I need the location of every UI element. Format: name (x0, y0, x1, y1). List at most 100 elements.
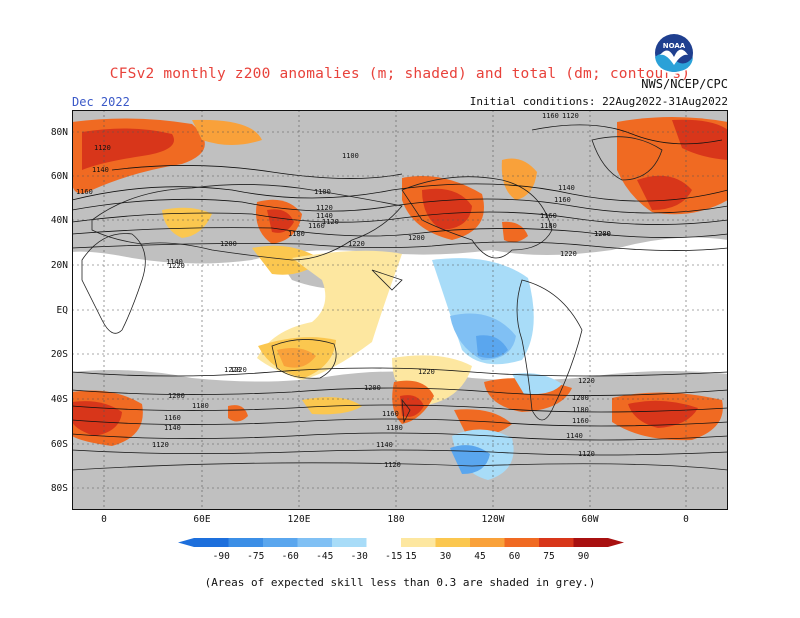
contour-label: 1120 (384, 461, 401, 469)
colorbar-cell (332, 538, 367, 547)
forecast-map: 1120 1140 1160 1100 1120 1140 1160 1180 … (72, 110, 728, 510)
contour-label: 1220 (418, 368, 435, 376)
lat-label: 60N (51, 171, 68, 182)
contour-label: 1200 (572, 394, 589, 402)
contour-label: 1220 (224, 366, 241, 374)
colorbar-tick-label: -90 (213, 551, 230, 562)
contour-label: 1140 (164, 424, 181, 432)
colorbar-right-arrow (608, 538, 624, 547)
lon-label: 120W (482, 514, 505, 525)
lon-label: 0 (683, 514, 689, 525)
contour-label: 1160 (572, 417, 589, 425)
contour-label: 1220 (168, 262, 185, 270)
contour-label: 1180 (386, 424, 403, 432)
contour-label: 1160 (554, 196, 571, 204)
colorbar-tick-label: 30 (440, 551, 452, 562)
contour-label: 1180 (572, 406, 589, 414)
credit-label: NWS/NCEP/CPC (641, 77, 728, 91)
lat-label: 40S (51, 394, 68, 405)
contour-label: 1220 (578, 377, 595, 385)
contour-label: 1200 (594, 230, 611, 238)
contour-label: 1220 (348, 240, 365, 248)
colorbar-cell (539, 538, 574, 547)
noaa-logo-icon: NOAA (653, 32, 695, 74)
contour-label: 1200 (594, 230, 611, 238)
contour-label: 1140 (92, 166, 109, 174)
contour-label: 1160 (542, 112, 559, 120)
lon-label: 120E (288, 514, 311, 525)
contour-label: 1200 (168, 392, 185, 400)
contour-label: 1180 (288, 230, 305, 238)
colorbar-cell (366, 538, 401, 547)
lon-label: 60W (581, 514, 598, 525)
initial-conditions: Initial conditions: 22Aug2022-31Aug2022 (469, 95, 728, 108)
contour-label: 1160 (76, 188, 93, 196)
contour-label: 1120 (578, 450, 595, 458)
colorbar-tick-label: -60 (282, 551, 299, 562)
contour-label: 1200 (408, 234, 425, 242)
colorbar-cell (194, 538, 229, 547)
colorbar-cell (470, 538, 505, 547)
contour-label: 1140 (166, 258, 183, 266)
colorbar-left-arrow (178, 538, 194, 547)
color-bar: -90 -75 -60 -45 -30 -15 15 30 45 60 75 90 (178, 538, 624, 562)
colorbar-tick-label: 45 (474, 551, 485, 562)
contour-label: 1100 (342, 152, 359, 160)
contour-label: 1200 (364, 384, 381, 392)
chart-title: CFSv2 monthly z200 anomalies (m; shaded)… (109, 66, 691, 82)
colorbar-cell (401, 538, 436, 547)
height-contours (72, 124, 728, 456)
contour-label: 1220 (230, 366, 247, 374)
map-frame (72, 110, 728, 510)
lon-label: 60E (193, 514, 210, 525)
lat-label: EQ (57, 305, 69, 316)
contour-label: 1120 (152, 441, 169, 449)
contour-label: 1160 (164, 414, 181, 422)
colorbar-cell (504, 538, 539, 547)
colorbar-tick-label: 60 (509, 551, 521, 562)
contour-label: 1160 (540, 212, 557, 220)
contour-label: 1140 (316, 212, 333, 220)
colorbar-tick-label: -45 (316, 551, 333, 562)
lat-label: 80S (51, 483, 68, 494)
warm-anomalies-south (72, 250, 723, 446)
contour-label: 1140 (558, 184, 575, 192)
longitude-axis: 0 60E 120E 180 120W 60W 0 (101, 514, 689, 525)
lat-label: 80N (51, 127, 68, 138)
colorbar-cell (573, 538, 608, 547)
colorbar-tick-label: 75 (543, 551, 554, 562)
lat-label: 20S (51, 349, 68, 360)
footnote: (Areas of expected skill less than 0.3 a… (204, 576, 596, 589)
lat-label: 60S (51, 439, 68, 450)
contour-label: 1160 (382, 410, 399, 418)
contour-label: 1180 (540, 222, 557, 230)
forecast-month: Dec 2022 (72, 95, 130, 109)
warm-anomalies-north (72, 117, 728, 275)
colorbar-tick-label: -15 (385, 551, 402, 562)
contour-label: 1160 (308, 222, 325, 230)
lon-label: 0 (101, 514, 107, 525)
svg-text:NOAA: NOAA (663, 42, 686, 50)
contour-label: 1120 (562, 112, 579, 120)
contour-label: 1220 (560, 250, 577, 258)
colorbar-tick-label: -30 (351, 551, 368, 562)
colorbar-tick-label: 15 (405, 551, 416, 562)
low-skill-mask (72, 110, 728, 510)
colorbar-cell (435, 538, 470, 547)
colorbar-cell (297, 538, 332, 547)
cool-anomalies (432, 258, 562, 480)
lat-label: 40N (51, 215, 68, 226)
continent-outlines (72, 136, 728, 471)
contour-label: 1100 (314, 188, 331, 196)
contour-label: 1120 (322, 218, 339, 226)
grid-lines (72, 110, 728, 510)
contour-label: 1120 (316, 204, 333, 212)
colorbar-cell (228, 538, 263, 547)
contour-label: 1180 (192, 402, 209, 410)
lon-label: 180 (387, 514, 404, 525)
contour-label: 1140 (566, 432, 583, 440)
colorbar-cell (263, 538, 298, 547)
latitude-axis: 80N 60N 40N 20N EQ 20S 40S 60S 80S (51, 127, 69, 494)
contour-labels: 1120 1140 1160 1100 1120 1140 1160 1180 … (76, 112, 611, 469)
colorbar-tick-label: 90 (578, 551, 590, 562)
